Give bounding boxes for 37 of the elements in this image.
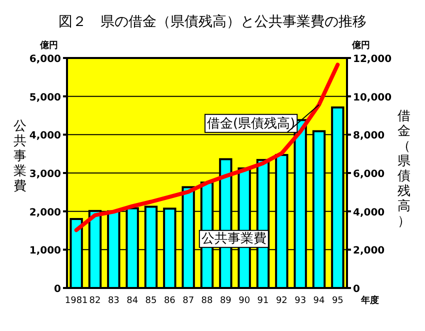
x-tick-label: 94 [313, 296, 325, 306]
text: 億円 [39, 40, 58, 51]
x-tick-label: 92 [276, 296, 288, 306]
y-tick-label: 6,000 [29, 54, 62, 65]
y2-tick-label: 2,000 [353, 246, 385, 257]
y2-tick-label: 0 [353, 284, 360, 295]
x-tick-label: 84 [126, 296, 138, 306]
line-series [74, 62, 340, 232]
x-tick-label: 91 [257, 296, 269, 306]
y-tick-label: 1,000 [29, 246, 62, 257]
y-tick-label: 3,000 [29, 169, 62, 180]
y-tick-label: 5,000 [29, 92, 62, 104]
text: 年度 [360, 295, 379, 306]
x-tick-label: 86 [164, 296, 176, 306]
x-tick-label: 95 [332, 296, 344, 306]
y2-tick-label: 12,000 [353, 54, 392, 65]
y2-tick-label: 10,000 [353, 92, 392, 104]
y2-tick-label: 8,000 [353, 130, 385, 142]
y2-tick-label: 4,000 [353, 207, 385, 218]
chart-title: 図２ 県の借金（県債残高）と公共事業費の推移 [58, 14, 366, 30]
x-tick-label: 1981 [64, 296, 88, 306]
series-label: 公共事業費 [201, 231, 266, 246]
x-tick-label: 85 [145, 296, 157, 306]
y-tick-label: 2,000 [29, 207, 62, 218]
x-tick-label: 90 [238, 296, 250, 306]
y-tick-label: 0 [54, 284, 62, 295]
y-axis-title: 公共事業費 [14, 119, 26, 194]
y2-axis-title: 借金（県債残高） [398, 109, 410, 229]
x-tick-label: 87 [182, 296, 194, 306]
y-tick-label: 4,000 [29, 130, 62, 142]
y2-tick-label: 6,000 [353, 169, 385, 180]
x-tick-label: 89 [220, 296, 232, 306]
x-tick-label: 88 [201, 296, 213, 306]
text: 億円 [351, 40, 370, 51]
x-tick-label: 82 [89, 296, 101, 306]
x-tick-label: 83 [108, 296, 120, 306]
x-tick-label: 93 [294, 296, 306, 306]
